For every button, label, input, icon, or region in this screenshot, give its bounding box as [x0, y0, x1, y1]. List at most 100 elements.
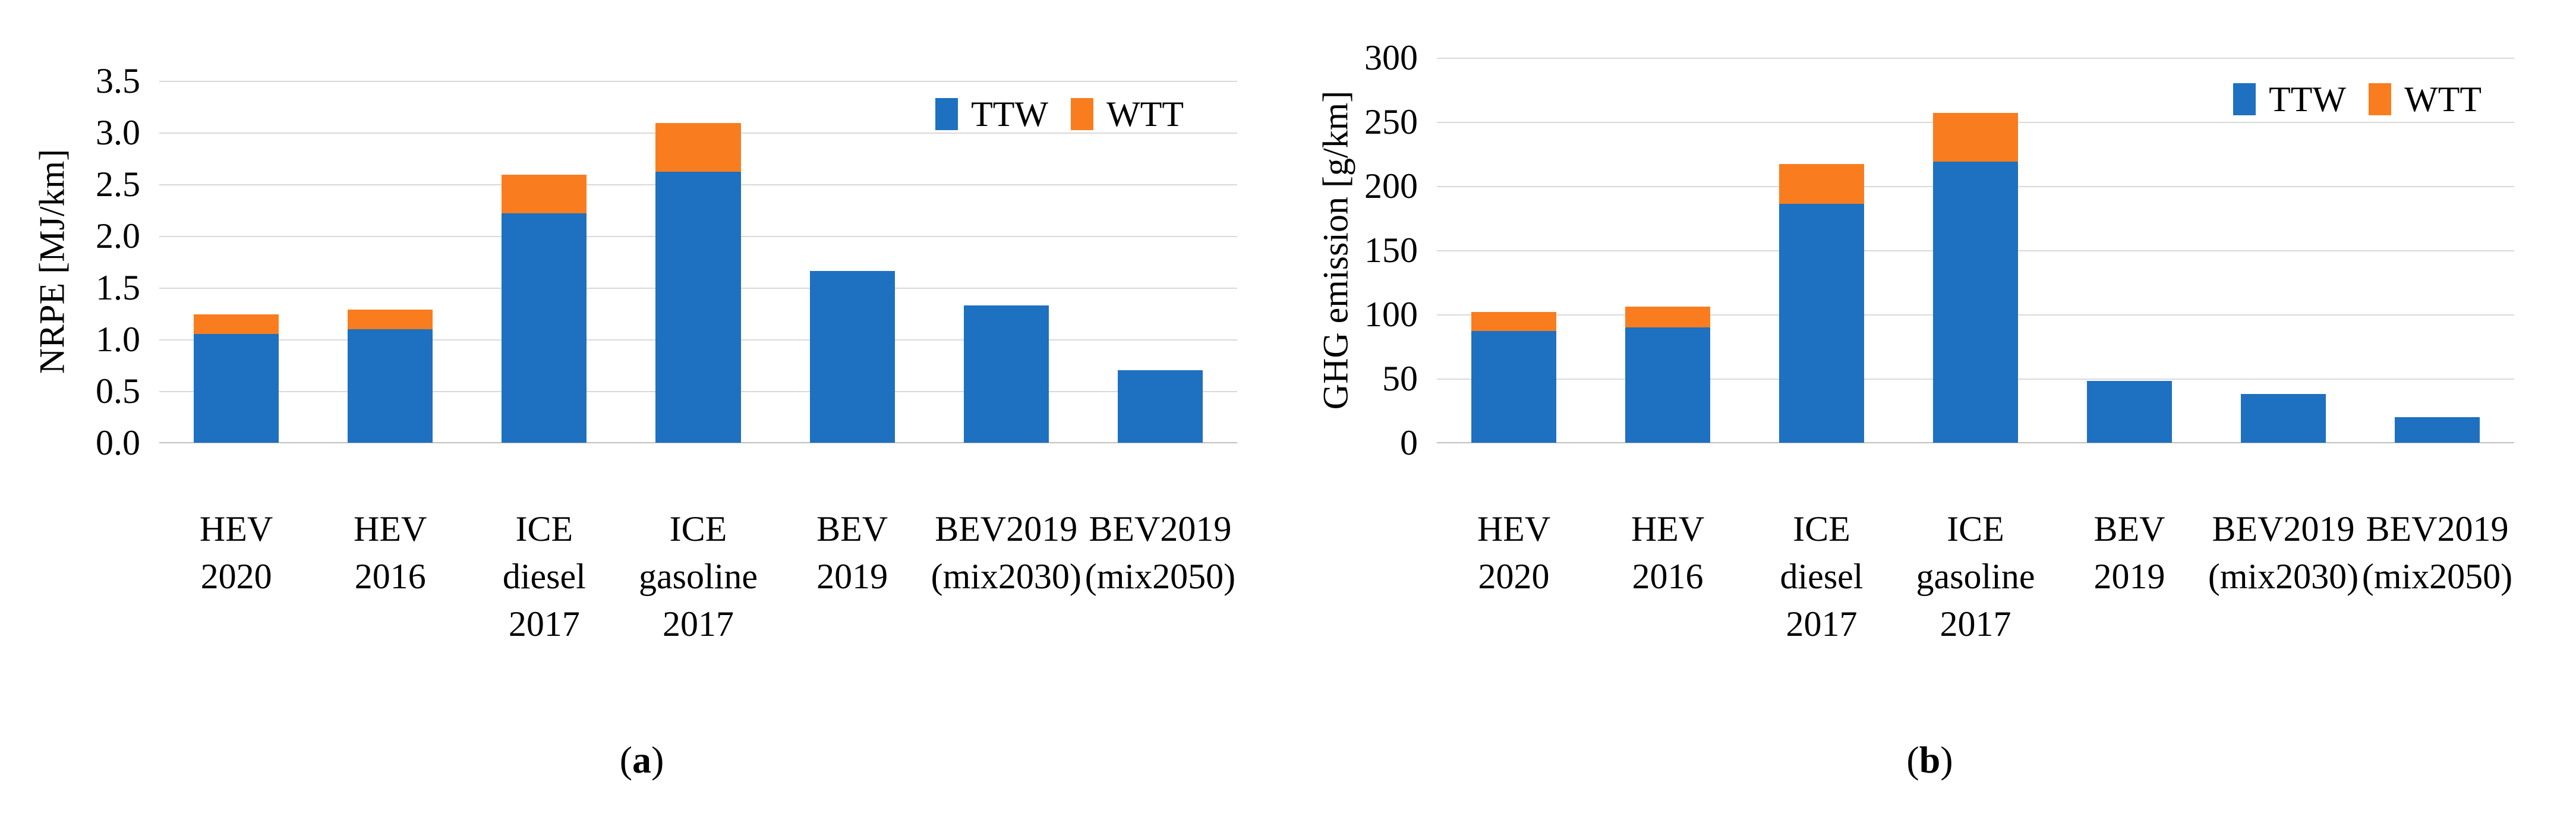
caption-paren: ) — [651, 739, 664, 781]
chart-b-panel: GHG emission [g/km] TTW WTT (b) 0 50 100 15… — [1284, 0, 2576, 826]
x-category-line: BEV — [816, 509, 888, 548]
stacked-bar — [655, 81, 741, 443]
bar-segment-wtt — [1779, 164, 1864, 204]
y-tick-label: 100 — [1364, 295, 1418, 334]
bar-segment-ttw — [502, 213, 587, 443]
x-category-line: 2020 — [1478, 557, 1550, 596]
bar-slot — [467, 81, 621, 443]
x-category-line: (mix2030) — [931, 557, 1082, 596]
stacked-bar — [809, 81, 895, 443]
bar-segment-ttw — [348, 329, 433, 443]
x-axis-labels: HEV 2020 HEV 2016 ICE diesel 2017 ICE gasoline 20… — [159, 505, 1237, 648]
legend-swatch-ttw-icon — [935, 98, 958, 130]
x-category-line: 2019 — [816, 557, 888, 596]
x-category-label: HEV 2016 — [313, 505, 467, 648]
x-category-line: (mix2050) — [2361, 557, 2513, 596]
x-category-line: diesel — [1780, 557, 1864, 596]
bar-slot — [159, 81, 313, 443]
legend-label-wtt: WTT — [1106, 94, 1184, 134]
bar-segment-wtt — [502, 175, 587, 213]
y-tick-label: 3.0 — [96, 113, 140, 152]
x-category-line: (mix2030) — [2208, 557, 2359, 596]
x-category-label: ICE diesel 2017 — [467, 505, 621, 648]
x-category-label: HEV 2020 — [1437, 505, 1591, 648]
x-category-line: 2017 — [662, 604, 734, 644]
caption-paren: ) — [1940, 739, 1953, 781]
x-category-line: ICE — [1947, 509, 2004, 548]
bar-segment-wtt — [1471, 311, 1556, 332]
x-category-line: HEV — [1477, 509, 1551, 548]
bar-segment-ttw — [963, 305, 1049, 443]
bar-slot — [1745, 58, 1899, 443]
bar-segment-ttw — [1779, 204, 1864, 443]
stacked-bar — [2241, 58, 2326, 443]
bar-segment-wtt — [194, 314, 279, 335]
y-tick-label: 1.0 — [96, 320, 140, 359]
bar-segment-ttw — [194, 334, 279, 443]
x-category-label: BEV2019 (mix2050) — [1083, 505, 1237, 648]
legend-swatch-wtt-icon — [2369, 83, 2392, 115]
stacked-bar — [1117, 81, 1203, 443]
bar-segment-wtt — [1933, 112, 2018, 162]
stacked-bar — [963, 81, 1049, 443]
stacked-bar — [2395, 58, 2480, 443]
bar-segment-ttw — [2395, 417, 2480, 443]
x-category-line: BEV2019 — [935, 509, 1078, 548]
x-category-line: 2019 — [2093, 557, 2165, 596]
x-category-line: 2020 — [200, 557, 272, 596]
x-category-label: ICE gasoline 2017 — [621, 505, 775, 648]
x-category-line: BEV2019 — [2366, 509, 2509, 548]
x-category-label: HEV 2020 — [159, 505, 313, 648]
x-category-line: 2016 — [354, 557, 426, 596]
bar-slot — [313, 81, 467, 443]
x-category-line: HEV — [199, 509, 273, 548]
bar-segment-ttw — [2241, 393, 2326, 443]
legend-item-wtt: WTT — [1071, 96, 1184, 132]
x-category-line: BEV2019 — [2212, 509, 2355, 548]
bar-slot — [2206, 58, 2360, 443]
x-category-label: BEV2019 (mix2030) — [929, 505, 1083, 648]
y-tick-label: 0 — [1400, 423, 1418, 462]
legend-item-ttw: TTW — [2233, 81, 2346, 117]
bar-segment-wtt — [655, 123, 741, 172]
legend-label-wtt: WTT — [2404, 80, 2482, 119]
x-category-line: 2016 — [1632, 557, 1704, 596]
gridline — [159, 81, 1237, 82]
plot-area-b: TTW WTT — [1437, 58, 2514, 443]
legend-item-ttw: TTW — [935, 96, 1048, 132]
x-category-line: HEV — [1631, 509, 1705, 548]
bar-segment-ttw — [1933, 161, 2018, 443]
x-axis-line — [1437, 442, 2514, 443]
x-category-label: BEV2019 (mix2050) — [2360, 505, 2514, 648]
x-category-label: BEV 2019 — [2052, 505, 2206, 648]
bar-slot — [1591, 58, 1745, 443]
x-category-line: gasoline — [639, 557, 758, 596]
legend: TTW WTT — [935, 96, 1184, 132]
legend-swatch-wtt-icon — [1071, 98, 1094, 130]
stacked-bar — [194, 81, 279, 443]
bar-slot — [2052, 58, 2206, 443]
bar-slot — [1437, 58, 1591, 443]
legend-label-ttw: TTW — [971, 94, 1049, 134]
x-category-line: gasoline — [1916, 557, 2035, 596]
x-category-line: ICE — [669, 509, 727, 548]
y-tick-label: 2.0 — [96, 216, 140, 256]
y-axis-label: NRPE [MJ/km] — [32, 149, 72, 374]
x-category-line: diesel — [502, 557, 586, 596]
bar-segment-wtt — [348, 309, 433, 329]
y-tick-label: 150 — [1364, 231, 1418, 270]
y-tick-label: 300 — [1364, 38, 1418, 77]
y-axis-label: GHG emission [g/km] — [1316, 90, 1355, 410]
stacked-bar — [502, 81, 587, 443]
caption-paren: ( — [619, 739, 632, 781]
x-category-line: BEV — [2093, 509, 2165, 548]
bar-segment-ttw — [1625, 327, 1710, 443]
y-tick-label: 1.5 — [96, 268, 140, 307]
x-category-line: 2017 — [1940, 604, 2011, 644]
x-category-label: HEV 2016 — [1591, 505, 1745, 648]
x-category-line: BEV2019 — [1089, 509, 1232, 548]
bar-segment-ttw — [809, 271, 895, 443]
legend-item-wtt: WTT — [2369, 81, 2482, 117]
x-category-line: (mix2050) — [1084, 557, 1236, 596]
stacked-bar — [2087, 58, 2172, 443]
